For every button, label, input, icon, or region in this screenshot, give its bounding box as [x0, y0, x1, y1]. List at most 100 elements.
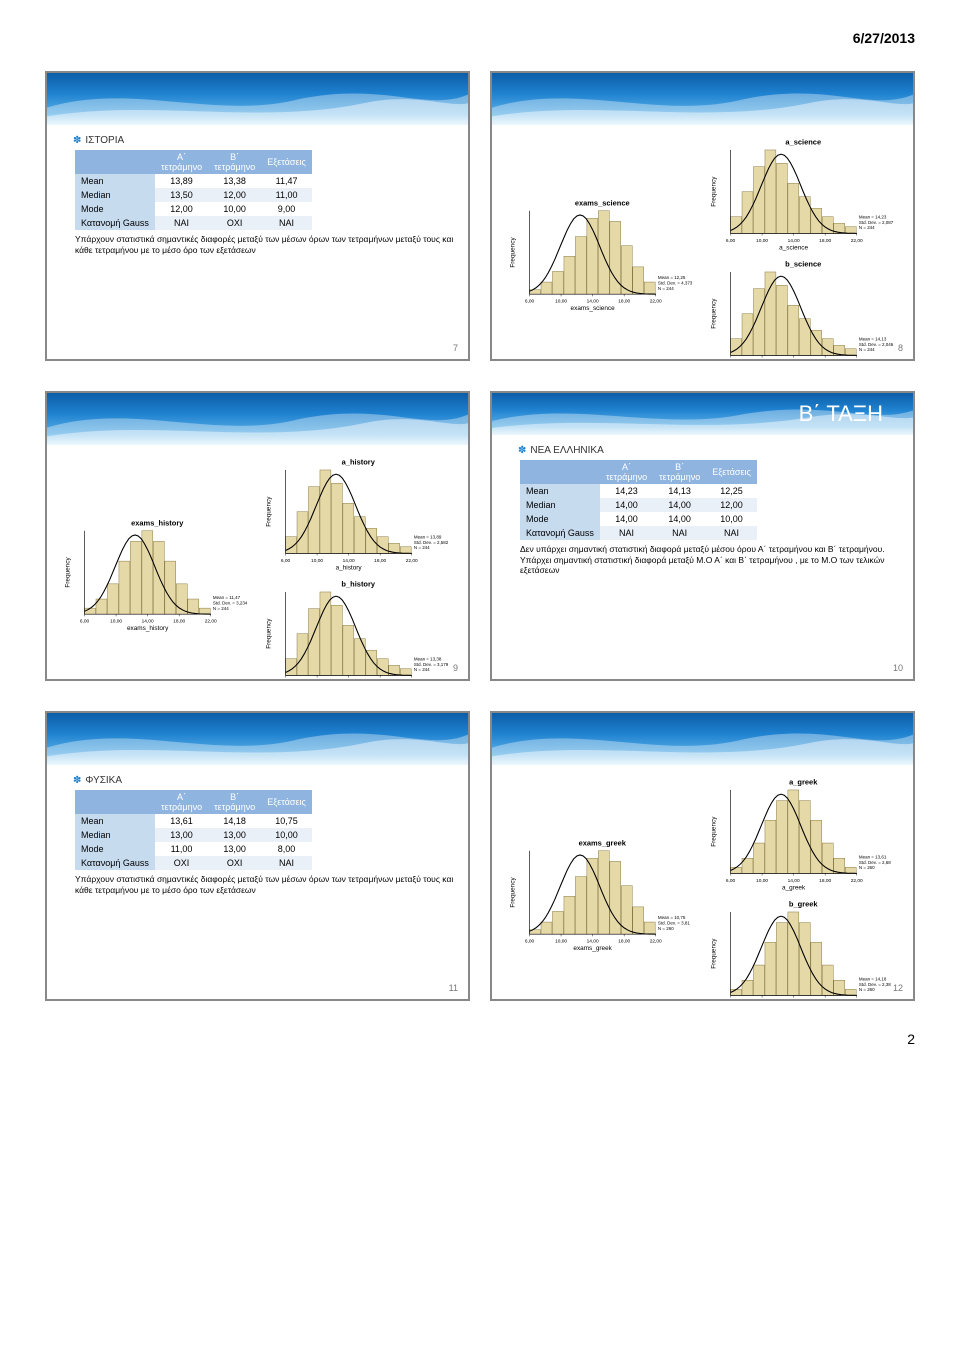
svg-text:Std. Dev. = 2,68: Std. Dev. = 2,68 — [858, 860, 890, 865]
note-text: Υπάρχουν στατιστικά σημαντικές διαφορές … — [75, 874, 454, 895]
slide-12: a_greek Frequency a_greek 6,00 10,00 14,00 18,… — [490, 711, 915, 1001]
topic-label: ✽ΦΥΣΙΚΑ — [73, 775, 454, 786]
slide-10: Β΄ ΤΑΞΗ ✽ΝΕΑ ΕΛΛΗΝΙΚΑ Α΄τετράμηνοΒ΄τετρά… — [490, 391, 915, 681]
svg-text:N = 260: N = 260 — [858, 865, 874, 870]
histogram: exams_science Frequency exams_science 6,00 1… — [506, 135, 699, 359]
svg-text:Std. Dev. = 3,81: Std. Dev. = 3,81 — [658, 921, 690, 926]
svg-text:Mean = 13,61: Mean = 13,61 — [858, 854, 886, 859]
svg-text:18,00: 18,00 — [374, 558, 386, 564]
slide-wave — [492, 73, 913, 129]
svg-text:a_science: a_science — [785, 138, 821, 147]
svg-text:N = 244: N = 244 — [858, 225, 874, 230]
svg-text:Frequency: Frequency — [65, 557, 72, 588]
svg-text:Mean = 11,47: Mean = 11,47 — [213, 595, 241, 600]
svg-text:10,00: 10,00 — [110, 619, 122, 625]
slide-7: ✽ΙΣΤΟΡΙΑ Α΄τετράμηνοΒ΄τετράμηνοΕξετάσεις… — [45, 71, 470, 361]
svg-text:b_greek: b_greek — [788, 899, 817, 908]
histogram: b_greekFrequencyb_greek6,0010,0014,0018,… — [707, 897, 900, 999]
svg-text:Frequency: Frequency — [710, 816, 717, 847]
svg-text:N = 244: N = 244 — [858, 347, 874, 352]
svg-text:Frequency: Frequency — [710, 937, 717, 968]
note-text: Υπάρχουν στατιστικά σημαντικές διαφορές … — [75, 234, 454, 255]
svg-text:Mean = 13,89: Mean = 13,89 — [413, 534, 441, 539]
data-table: Α΄τετράμηνοΒ΄τετράμηνοΕξετάσειςMean13,61… — [75, 790, 312, 870]
svg-text:Frequency: Frequency — [265, 496, 272, 527]
svg-text:Std. Dev. = 3,234: Std. Dev. = 3,234 — [213, 601, 248, 606]
svg-text:6,00: 6,00 — [280, 558, 290, 564]
svg-text:22,00: 22,00 — [650, 939, 662, 945]
footer-page-number: 2 — [45, 1031, 915, 1047]
svg-text:exams_science: exams_science — [575, 198, 630, 207]
svg-text:Mean = 13,38: Mean = 13,38 — [413, 656, 441, 661]
svg-text:Std. Dev. = 2,582: Std. Dev. = 2,582 — [413, 540, 448, 545]
svg-text:Std. Dev. = 2,046: Std. Dev. = 2,046 — [858, 341, 893, 346]
svg-text:Mean = 10,75: Mean = 10,75 — [658, 915, 686, 920]
slide-8: a_scienceFrequencya_science6,0010,0014,0… — [490, 71, 915, 361]
svg-text:Frequency: Frequency — [710, 176, 717, 207]
svg-text:b_science: b_science — [785, 259, 821, 268]
svg-text:Frequency: Frequency — [510, 877, 517, 908]
svg-text:14,00: 14,00 — [787, 238, 799, 244]
svg-text:N = 244: N = 244 — [658, 286, 674, 291]
slide-page-num: 12 — [893, 983, 903, 993]
data-table: Α΄τετράμηνοΒ΄τετράμηνοΕξετάσειςMean13,89… — [75, 150, 312, 230]
svg-text:14,00: 14,00 — [587, 299, 599, 305]
svg-text:18,00: 18,00 — [819, 878, 831, 884]
histogram-grid: a_greek Frequency a_greek 6,00 10,00 14,00 18,… — [506, 775, 899, 991]
svg-text:N = 260: N = 260 — [858, 987, 874, 992]
svg-text:Std. Dev. = 2,087: Std. Dev. = 2,087 — [858, 220, 893, 225]
note-text: Δεν υπάρχει σημαντική στατιστική διαφορά… — [520, 544, 899, 576]
histogram: a_scienceFrequencya_science6,0010,0014,0… — [707, 135, 900, 253]
svg-text:a_history: a_history — [341, 458, 375, 467]
slide-wave — [492, 713, 913, 769]
svg-text:6,00: 6,00 — [525, 939, 535, 945]
slide-row-3: ✽ΦΥΣΙΚΑ Α΄τετράμηνοΒ΄τετράμηνοΕξετάσειςM… — [45, 711, 915, 1001]
histogram: a_historyFrequencya_history6,0010,0014,0… — [262, 455, 455, 573]
svg-text:6,00: 6,00 — [725, 878, 735, 884]
slide-row-2: a_history Frequency a_history 6,00 10,00 14,0… — [45, 391, 915, 681]
svg-text:N = 244: N = 244 — [413, 667, 429, 672]
svg-text:a_science: a_science — [779, 244, 808, 251]
svg-text:Std. Dev. = 4,373: Std. Dev. = 4,373 — [658, 281, 693, 286]
svg-text:Mean = 14,18: Mean = 14,18 — [858, 976, 886, 981]
data-table: Α΄τετράμηνοΒ΄τετράμηνοΕξετάσειςMean14,23… — [520, 460, 757, 540]
svg-text:6,00: 6,00 — [525, 299, 535, 305]
svg-text:a_history: a_history — [335, 564, 362, 571]
page-date: 6/27/2013 — [45, 30, 915, 46]
svg-text:14,00: 14,00 — [587, 939, 599, 945]
svg-text:N = 244: N = 244 — [413, 545, 429, 550]
svg-text:10,00: 10,00 — [756, 878, 768, 884]
slide-9: a_history Frequency a_history 6,00 10,00 14,0… — [45, 391, 470, 681]
svg-text:Std. Dev. = 3,179: Std. Dev. = 3,179 — [413, 661, 448, 666]
svg-text:a_greek: a_greek — [782, 884, 806, 891]
section-title: Β΄ ΤΑΞΗ — [799, 401, 883, 427]
svg-text:10,00: 10,00 — [555, 939, 567, 945]
svg-text:14,00: 14,00 — [142, 619, 154, 625]
slide-wave: Β΄ ΤΑΞΗ — [492, 393, 913, 439]
topic-text: ΝΕΑ ΕΛΛΗΝΙΚΑ — [530, 445, 603, 456]
slide-page-num: 10 — [893, 663, 903, 673]
svg-text:Frequency: Frequency — [510, 237, 517, 268]
slide-page-num: 9 — [453, 663, 458, 673]
svg-text:18,00: 18,00 — [819, 238, 831, 244]
slide-wave — [47, 713, 468, 769]
svg-text:exams_history: exams_history — [127, 625, 169, 632]
slide-wave — [47, 73, 468, 129]
svg-text:22,00: 22,00 — [405, 558, 417, 564]
svg-text:N = 244: N = 244 — [213, 606, 229, 611]
histogram: exams_historyFrequencyexams_history6,001… — [61, 455, 254, 679]
slide-11: ✽ΦΥΣΙΚΑ Α΄τετράμηνοΒ΄τετράμηνοΕξετάσειςM… — [45, 711, 470, 1001]
svg-text:22,00: 22,00 — [850, 238, 862, 244]
histogram: b_historyFrequencyb_history6,0010,0014,0… — [262, 577, 455, 679]
slide-page-num: 11 — [449, 983, 458, 993]
svg-text:Mean = 12,25: Mean = 12,25 — [658, 275, 686, 280]
svg-text:18,00: 18,00 — [173, 619, 185, 625]
svg-text:exams_science: exams_science — [571, 305, 616, 312]
svg-text:exams_greek: exams_greek — [573, 945, 612, 952]
svg-text:b_history: b_history — [341, 579, 375, 588]
svg-text:Frequency: Frequency — [265, 617, 272, 648]
svg-text:22,00: 22,00 — [205, 619, 217, 625]
svg-text:a_greek: a_greek — [789, 778, 818, 787]
svg-text:14,00: 14,00 — [342, 558, 354, 564]
slide-wave — [47, 393, 468, 449]
